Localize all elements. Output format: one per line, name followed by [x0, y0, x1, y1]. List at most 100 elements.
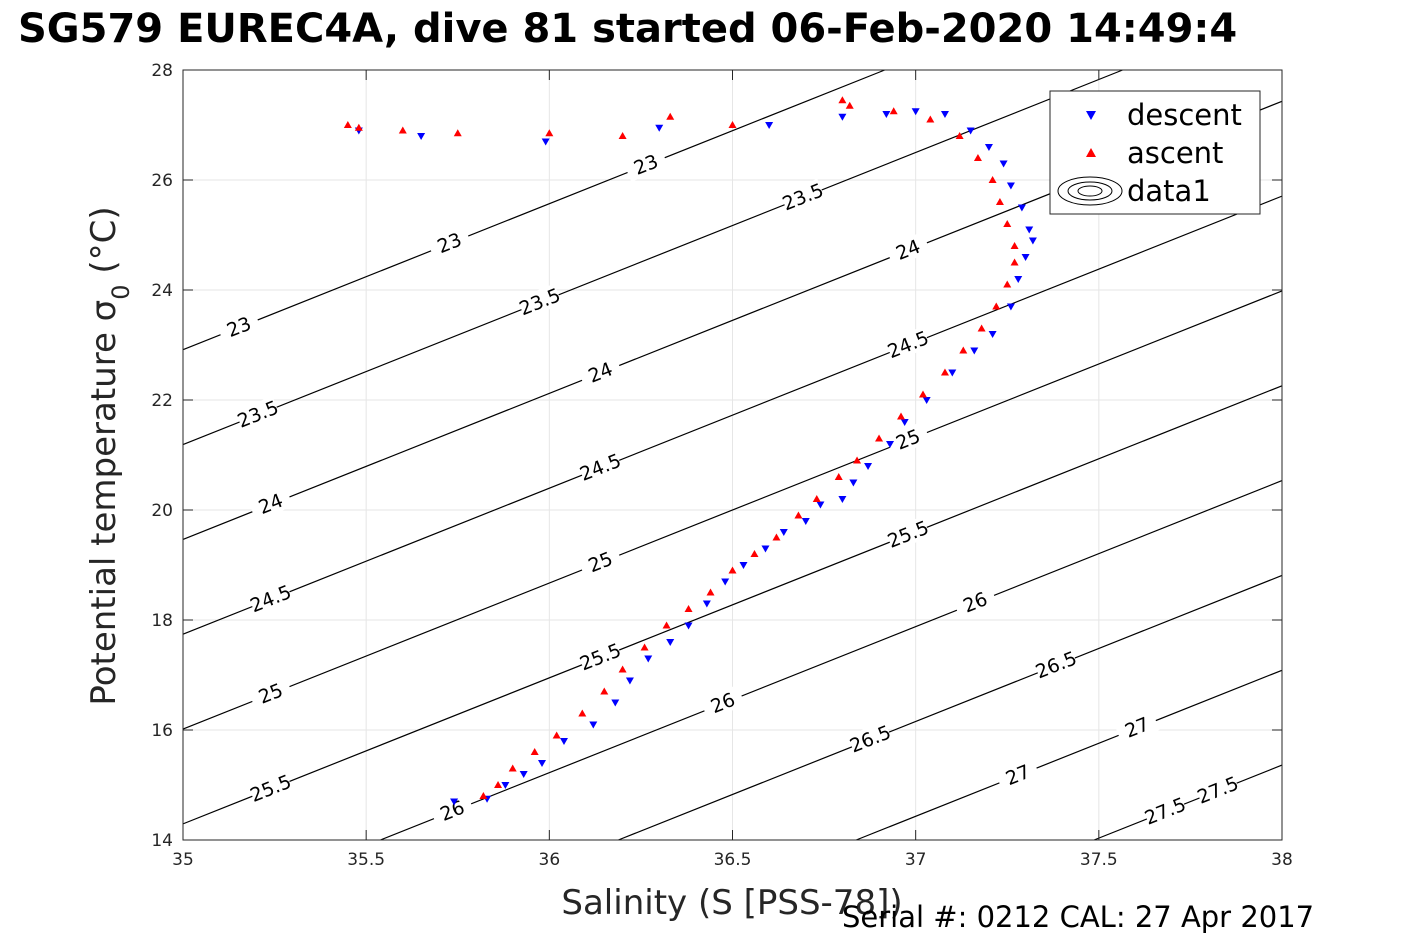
ascent-point [838, 96, 847, 104]
descent-series [354, 108, 1037, 806]
descent-point [541, 138, 550, 146]
ascent-point [453, 129, 462, 137]
ascent-point [662, 621, 671, 629]
chart-title: SG579 EUREC4A, dive 81 started 06-Feb-20… [18, 6, 1238, 52]
ascent-point [992, 302, 1001, 310]
ascent-point [545, 129, 554, 137]
ascent-point [853, 456, 862, 464]
contour-line-23-5 [182, 69, 1123, 446]
legend-ascent-marker [1086, 148, 1096, 157]
ascent-point [889, 107, 898, 115]
ascent-point [772, 533, 781, 541]
ascent-point [834, 473, 843, 480]
contour-label: 25.5 [247, 771, 294, 807]
descent-point [721, 578, 730, 586]
ascent-point [875, 434, 884, 442]
descent-point [611, 699, 620, 707]
density-contours [182, 69, 1283, 841]
x-tick-label: 37 [905, 850, 927, 870]
descent-point [450, 798, 459, 806]
contour-label: 23.5 [234, 397, 281, 433]
legend-ascent-label: ascent [1127, 136, 1223, 170]
y-tick-label: 28 [151, 61, 173, 81]
ascent-point [600, 687, 609, 695]
descent-point [966, 127, 975, 135]
ascent-point [959, 346, 968, 354]
serial-footer: Serial #: 0212 CAL: 27 Apr 2017 [842, 900, 1315, 934]
contour-label: 26.5 [847, 721, 894, 757]
descent-point [761, 545, 770, 553]
descent-point [911, 108, 920, 116]
ascent-point [728, 566, 737, 574]
legend: descent ascent data1 [1049, 90, 1261, 215]
ascent-point [794, 511, 803, 519]
contour-line-25-5 [182, 385, 1283, 825]
descent-point [970, 347, 979, 355]
descent-point [779, 529, 788, 536]
descent-point [940, 111, 949, 118]
ascent-point [684, 605, 693, 612]
x-axis-label: Salinity (S [PSS-78]) [561, 883, 902, 923]
contour-label: 27.5 [1194, 773, 1241, 809]
descent-point [1021, 254, 1030, 261]
ascent-point [1003, 280, 1012, 288]
y-tick-label: 14 [151, 831, 173, 851]
descent-point [1017, 204, 1026, 212]
x-tick-label: 37.5 [1080, 850, 1118, 870]
y-tick-label: 18 [151, 611, 173, 631]
descent-point [739, 562, 748, 569]
axes [182, 69, 1283, 841]
descent-point [417, 133, 426, 140]
descent-point [849, 479, 858, 487]
x-tick-label: 36.5 [714, 850, 752, 870]
descent-point [519, 771, 528, 778]
contour-label: 24.5 [247, 581, 294, 617]
descent-point [988, 331, 997, 338]
y-tick-label: 22 [151, 391, 173, 411]
descent-point [838, 496, 847, 503]
y-tick-label: 26 [151, 171, 173, 191]
y-tick-label: 16 [151, 721, 173, 741]
ascent-point [812, 495, 821, 502]
ascent-point [973, 154, 982, 161]
legend-data1-label: data1 [1127, 174, 1211, 208]
contour-line-27 [855, 669, 1283, 841]
x-tick-labels: 35 35.5 36 36.5 37 37.5 38 [172, 850, 1293, 870]
ascent-series [343, 96, 1019, 799]
ascent-point [640, 643, 649, 651]
contour-line-26-5 [618, 574, 1283, 841]
x-tick-label: 35.5 [347, 850, 385, 870]
legend-box [1049, 90, 1261, 215]
ascent-point [897, 412, 906, 420]
descent-point [882, 111, 891, 118]
contour-line-24-5 [182, 195, 1283, 635]
descent-point [655, 124, 664, 132]
ascent-point [552, 731, 561, 739]
descent-point [801, 518, 810, 525]
ascent-point [940, 368, 949, 376]
descent-point [922, 397, 931, 404]
descent-point [501, 782, 510, 789]
ascent-point [618, 132, 627, 139]
ascent-point [955, 132, 964, 139]
ascent-point [1010, 258, 1019, 266]
contour-label: 25.5 [885, 517, 932, 553]
descent-point [1014, 276, 1023, 283]
contour-line-26 [380, 480, 1283, 841]
legend-descent-label: descent [1127, 98, 1242, 132]
ascent-point [578, 709, 587, 717]
ascent-point [995, 198, 1004, 205]
descent-point [625, 677, 634, 685]
descent-point [1006, 303, 1015, 311]
contour-line-27-5 [1093, 764, 1283, 841]
descent-point [538, 760, 547, 767]
x-tick-label: 38 [1271, 850, 1293, 870]
ascent-point [926, 115, 935, 123]
descent-point [838, 113, 847, 121]
legend-contour-icon [1057, 176, 1123, 206]
contour-label: 25.5 [577, 639, 624, 675]
descent-point [886, 441, 895, 448]
descent-point [702, 600, 711, 608]
descent-point [589, 721, 598, 729]
contour-label: 24.5 [577, 450, 624, 486]
